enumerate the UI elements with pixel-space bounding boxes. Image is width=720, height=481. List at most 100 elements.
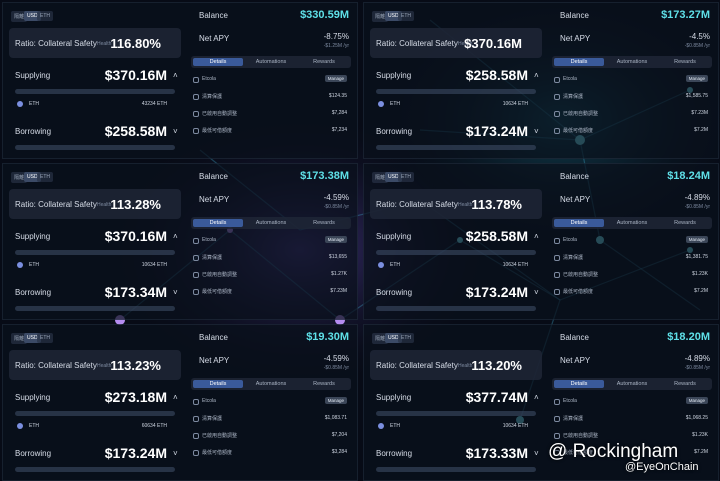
borrowing-value: $173.34M [104, 284, 167, 300]
currency-toggle[interactable]: ETH [398, 333, 414, 343]
ratio-label: Ratio: Collateral Safety [15, 361, 97, 370]
borrowing-label: Borrowing [15, 127, 52, 136]
borrow-bar [15, 306, 175, 311]
row-dot [554, 433, 560, 439]
watermark-main: Rockingham [572, 441, 679, 462]
ratio-box [370, 189, 542, 219]
detail-label: 清算保護 [563, 255, 584, 261]
tab[interactable]: Rewards [674, 220, 696, 226]
net-apy-value: -4.5% [689, 32, 710, 41]
net-apy-label: Net APY [199, 356, 230, 365]
row-dot [193, 416, 199, 422]
supplying-value: $370.16M [104, 67, 167, 83]
tab[interactable]: Automations [616, 220, 648, 226]
currency-toggle[interactable]: ETH [37, 172, 53, 182]
supplying-value: $258.58M [465, 67, 528, 83]
borrow-bar [15, 467, 175, 472]
ratio-label: Ratio: Collateral Safety [15, 200, 97, 209]
account-panel: 隔離 USD ETH Ratio: Collateral Safety Health $3… [363, 2, 719, 159]
detail-value: $7,284 [331, 110, 347, 116]
manage-button[interactable]: Manage [685, 75, 708, 82]
manage-button[interactable]: Manage [324, 236, 347, 243]
currency-toggle[interactable]: 隔離 [11, 11, 28, 22]
detail-value: $7.23M [691, 110, 708, 116]
detail-label: 清算保護 [202, 416, 223, 422]
manage-button[interactable]: Manage [685, 236, 708, 243]
currency-toggle[interactable]: USD [385, 11, 402, 21]
manage-button[interactable]: Manage [324, 75, 347, 82]
net-apy-sub: -$0.85M /yr [323, 365, 349, 371]
detail-label: 清算保護 [202, 94, 223, 100]
tab[interactable]: Details [193, 58, 243, 66]
currency-toggle[interactable]: ETH [398, 172, 414, 182]
detail-label: 最低可借額度 [563, 289, 594, 295]
currency-toggle[interactable]: 隔離 [372, 11, 389, 22]
tab[interactable]: Rewards [674, 59, 696, 65]
detail-value: $1.23K [692, 271, 708, 277]
row-dot [554, 399, 560, 405]
detail-label: 清算保護 [202, 255, 223, 261]
supply-bar [15, 411, 175, 416]
net-apy-value: -4.89% [684, 354, 710, 363]
tab[interactable]: Automations [616, 59, 648, 65]
ratio-value: 113.28% [110, 197, 161, 212]
tab[interactable]: Rewards [313, 220, 335, 226]
tab[interactable]: Details [193, 380, 243, 388]
tab[interactable]: Automations [616, 381, 648, 387]
detail-label: 已啟用自動調整 [563, 111, 599, 117]
detail-value: $3,284 [331, 449, 347, 455]
detail-value: $1,068.25 [685, 415, 708, 421]
manage-button[interactable]: Manage [324, 397, 347, 404]
tab[interactable]: Rewards [313, 381, 335, 387]
currency-toggle[interactable]: USD [24, 11, 41, 21]
currency-toggle[interactable]: ETH [37, 11, 53, 21]
supply-bar [376, 411, 536, 416]
tab[interactable]: Rewards [313, 59, 335, 65]
ratio-box [370, 28, 542, 58]
ratio-value: 113.23% [110, 358, 161, 373]
detail-label: 最低可借額度 [202, 289, 233, 295]
currency-toggle[interactable]: ETH [37, 333, 53, 343]
asset-label: ETH [390, 423, 400, 429]
tab[interactable]: Rewards [674, 381, 696, 387]
borrowing-value: $258.58M [104, 123, 167, 139]
currency-toggle[interactable]: USD [385, 333, 402, 343]
supply-bar [376, 89, 536, 94]
tab[interactable]: Automations [255, 381, 287, 387]
asset-label: ETH [29, 101, 39, 107]
currency-toggle[interactable]: 隔離 [372, 333, 389, 344]
borrowing-value: $173.24M [465, 284, 528, 300]
currency-toggle[interactable]: USD [24, 172, 41, 182]
caret-down: ˅ [534, 288, 539, 297]
currency-toggle[interactable]: ETH [398, 11, 414, 21]
currency-toggle[interactable]: 隔離 [11, 333, 28, 344]
currency-toggle[interactable]: 隔離 [11, 172, 28, 183]
tab[interactable]: Details [554, 380, 604, 388]
detail-label: Etcola [563, 237, 577, 243]
row-dot [193, 77, 199, 83]
supplying-label: Supplying [376, 71, 412, 80]
borrowing-label: Borrowing [376, 449, 413, 458]
detail-label: 最低可借額度 [563, 128, 594, 134]
tab[interactable]: Details [554, 219, 604, 227]
tab[interactable]: Details [554, 58, 604, 66]
net-apy-sub: -$0.85M /yr [684, 43, 710, 49]
tab[interactable]: Details [193, 219, 243, 227]
manage-button[interactable]: Manage [685, 397, 708, 404]
borrow-bar [376, 467, 536, 472]
health-label: Health [458, 41, 473, 47]
account-panel: 隔離 USD ETH Ratio: Collateral Safety Health 11… [2, 324, 358, 481]
tab[interactable]: Automations [255, 220, 287, 226]
tab[interactable]: Automations [255, 59, 287, 65]
currency-toggle[interactable]: USD [385, 172, 402, 182]
currency-toggle[interactable]: USD [24, 333, 41, 343]
caret-up: ˄ [534, 232, 539, 241]
net-apy-sub: -$0.85M /yr [684, 204, 710, 210]
balance-label: Balance [560, 172, 589, 181]
account-panel: 隔離 USD ETH Ratio: Collateral Safety Health 11… [2, 2, 358, 159]
currency-toggle[interactable]: 隔離 [372, 172, 389, 183]
ratio-value: 113.20% [471, 358, 522, 373]
detail-label: 已啟用自動調整 [202, 272, 238, 278]
watermark: @ Rockingham [548, 441, 679, 462]
row-dot [193, 238, 199, 244]
